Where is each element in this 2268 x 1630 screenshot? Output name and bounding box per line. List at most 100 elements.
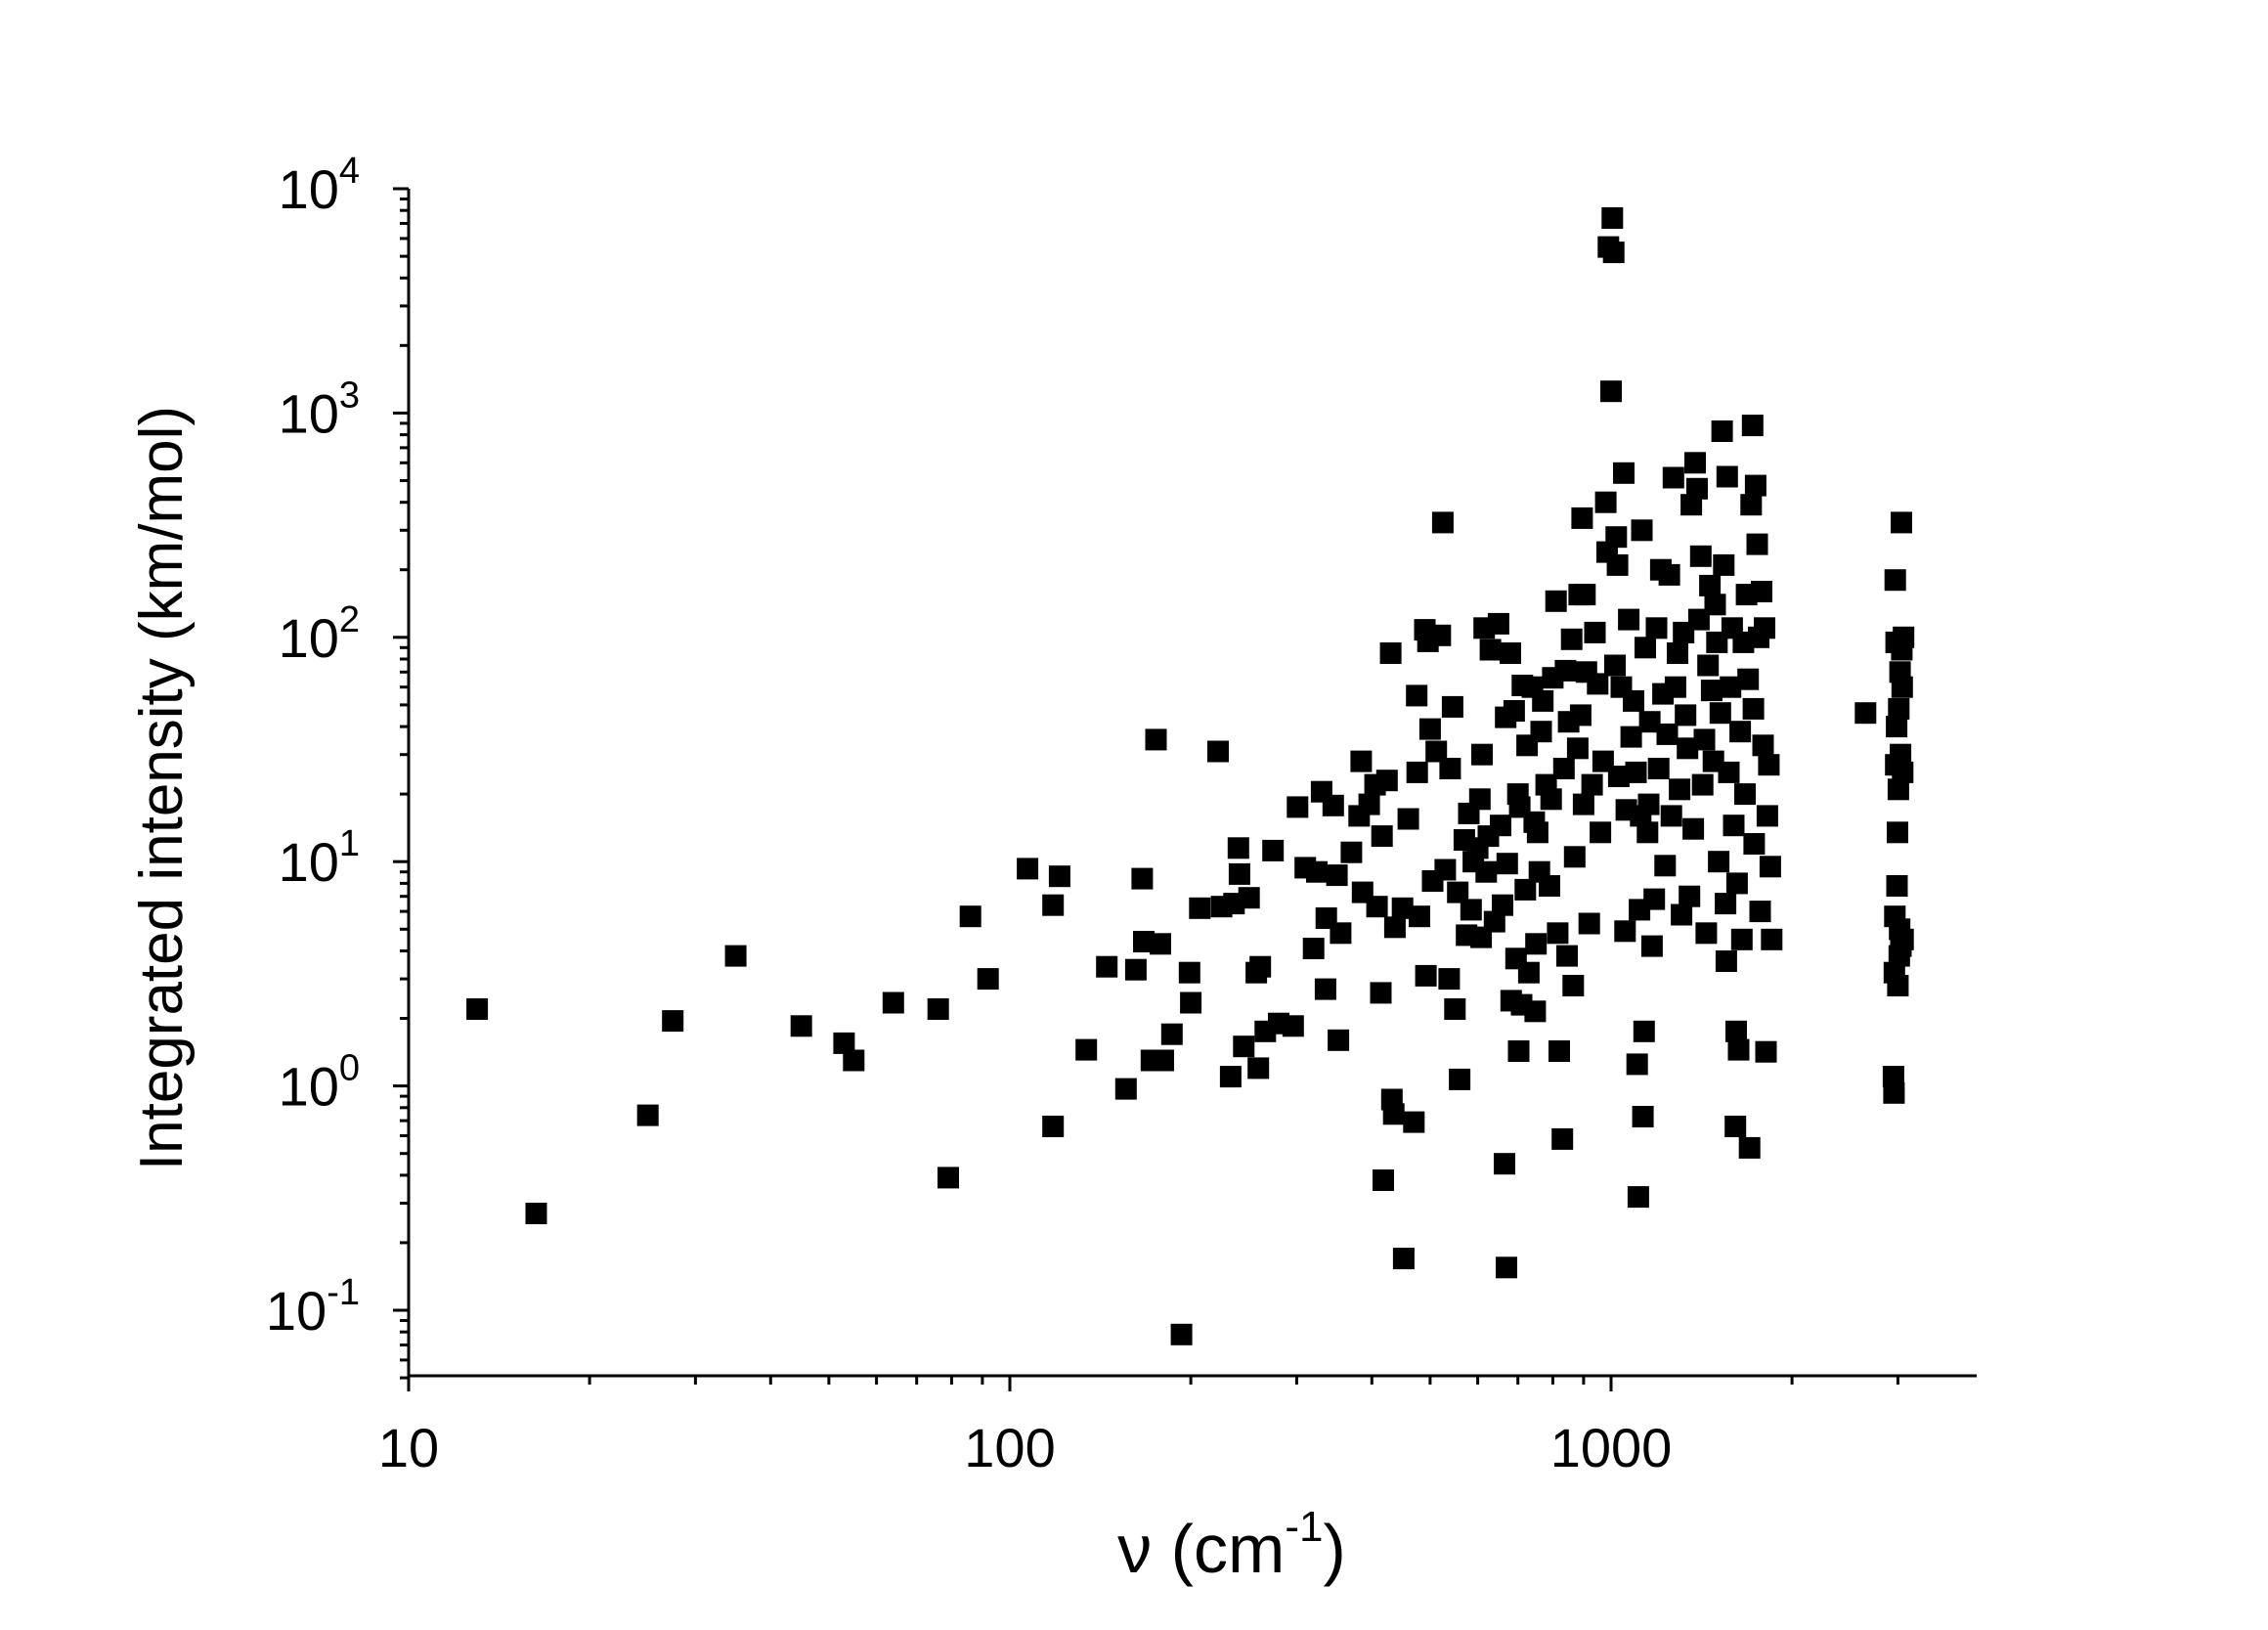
data-point (1539, 875, 1560, 897)
data-point (1219, 1066, 1242, 1088)
data-point (1560, 628, 1583, 650)
data-point (1554, 659, 1577, 682)
data-point (1883, 1081, 1905, 1104)
data-point (1556, 945, 1578, 967)
data-point (1379, 642, 1402, 664)
data-point (1660, 805, 1682, 827)
data-points (466, 207, 1915, 1345)
data-point (1635, 637, 1656, 659)
data-point (662, 1010, 684, 1033)
data-point (1468, 788, 1491, 811)
data-point (1682, 817, 1705, 840)
data-point (1247, 1057, 1270, 1079)
data-point (1687, 608, 1710, 631)
data-point (1689, 545, 1712, 567)
data-point (1170, 1323, 1193, 1345)
data-point (1503, 700, 1525, 722)
data-point (1891, 676, 1913, 698)
data-point (1625, 761, 1647, 783)
data-point (1180, 991, 1202, 1014)
data-point (1287, 796, 1309, 818)
data-point (1547, 922, 1569, 945)
data-point (1709, 702, 1731, 725)
data-point (1124, 958, 1147, 981)
data-point (1752, 734, 1774, 757)
data-point (1699, 574, 1722, 596)
data-point (790, 1015, 812, 1037)
data-point (1744, 474, 1766, 497)
data-point (1262, 839, 1285, 861)
data-point (1602, 242, 1625, 264)
data-point (1366, 896, 1388, 918)
data-point (1552, 758, 1575, 779)
data-point (1679, 885, 1701, 907)
data-point (1238, 887, 1260, 909)
data-point (1487, 612, 1509, 635)
data-point (1640, 935, 1663, 957)
data-point (1708, 851, 1730, 873)
data-point (1636, 821, 1659, 844)
data-point (1391, 897, 1414, 919)
data-point (1460, 899, 1482, 921)
data-point (1048, 865, 1070, 888)
data-point (1145, 728, 1167, 751)
data-point (1656, 723, 1679, 745)
y-tick-label: 100 (279, 1048, 360, 1118)
data-point (1042, 894, 1065, 916)
data-point (1133, 931, 1155, 952)
data-point (1233, 1035, 1255, 1058)
x-tick-label: 1000 (1550, 1417, 1673, 1478)
data-point (1572, 793, 1594, 815)
data-point (1715, 950, 1737, 972)
data-point (1507, 1040, 1530, 1062)
data-point (1330, 922, 1352, 945)
data-point (1314, 978, 1336, 1000)
data-point (1729, 721, 1752, 743)
data-point (1584, 621, 1606, 643)
data-point (1562, 975, 1585, 996)
data-point (1643, 888, 1666, 910)
data-point (1887, 821, 1908, 844)
data-point (1370, 982, 1392, 1004)
data-point (1590, 821, 1612, 844)
x-axis-title-superscript: -1 (1285, 1503, 1323, 1551)
data-point (1449, 1068, 1471, 1090)
data-point (1749, 901, 1771, 923)
data-point (1358, 793, 1380, 815)
data-point (1532, 689, 1554, 712)
data-point (1397, 808, 1419, 830)
data-point (1758, 754, 1780, 776)
data-point (1479, 639, 1502, 661)
data-point (1322, 794, 1344, 816)
data-point (1418, 718, 1441, 740)
data-point (1096, 955, 1118, 978)
data-point (1632, 1106, 1654, 1127)
data-point (1684, 452, 1706, 474)
data-point (1737, 668, 1760, 690)
data-point (1563, 846, 1586, 868)
data-point (1578, 912, 1600, 935)
data-point (1545, 590, 1567, 612)
y-tick-label: 102 (279, 599, 360, 669)
data-point (1759, 856, 1781, 878)
data-point (1530, 721, 1552, 743)
data-point (1730, 928, 1753, 950)
data-point (1114, 1078, 1137, 1100)
data-point (1854, 702, 1877, 725)
x-axis-title-suffix: ) (1323, 1511, 1345, 1587)
x-axis-title-main: ν (cm (1117, 1511, 1285, 1587)
data-point (1371, 825, 1393, 848)
data-point (1042, 1116, 1065, 1137)
data-point (1884, 569, 1906, 592)
data-point (1471, 743, 1493, 766)
data-point (1613, 462, 1635, 484)
data-point (1755, 1040, 1777, 1063)
data-point (1618, 608, 1640, 631)
data-point (977, 968, 999, 991)
data-point (1340, 841, 1363, 863)
data-point (927, 998, 949, 1020)
data-point (1496, 853, 1518, 875)
data-point (1227, 837, 1249, 859)
